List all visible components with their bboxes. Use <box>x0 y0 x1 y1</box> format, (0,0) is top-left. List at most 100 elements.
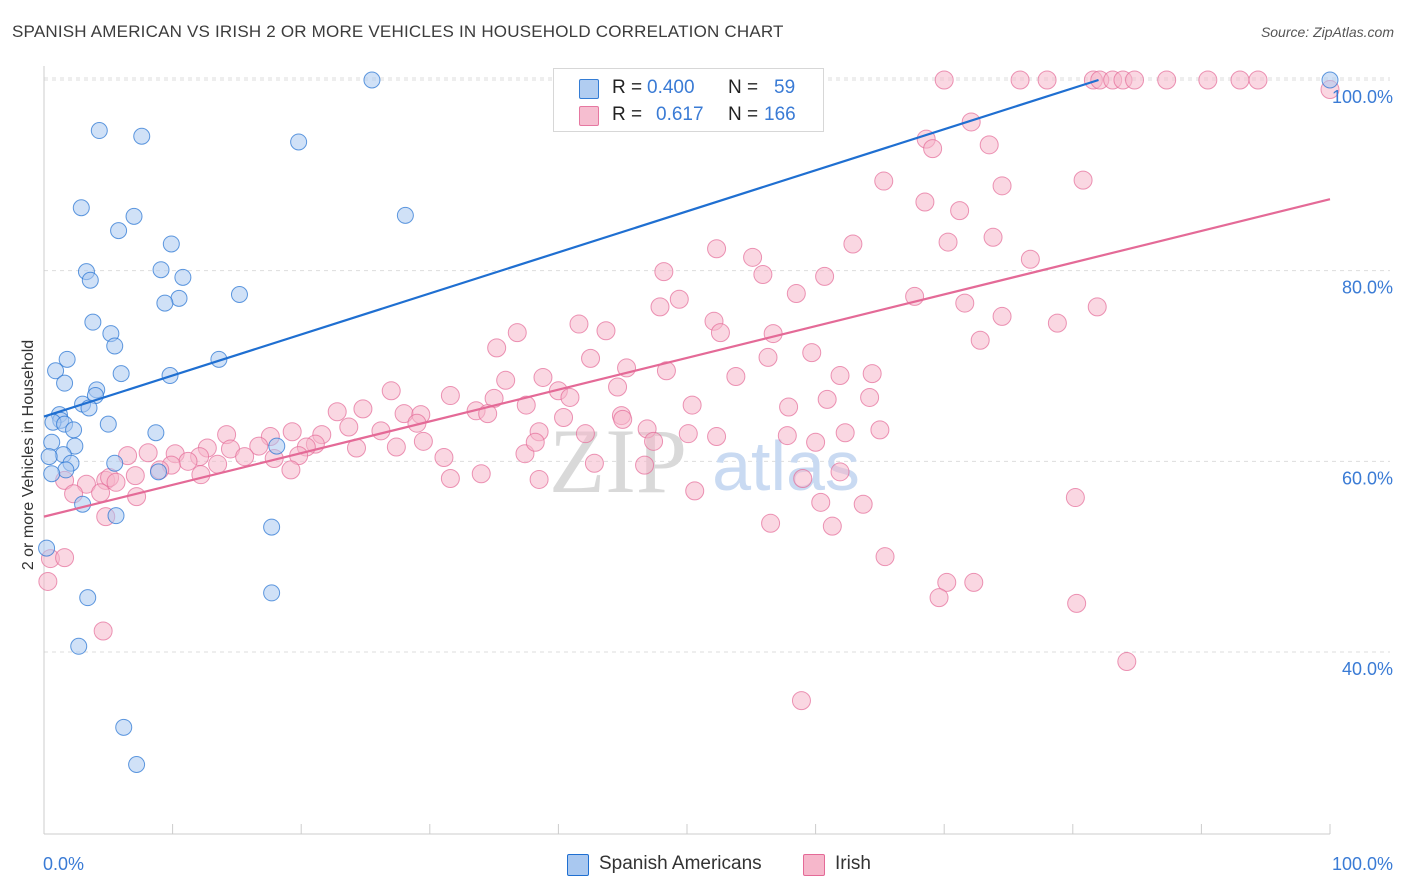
data-point <box>90 122 108 140</box>
data-point <box>554 407 574 427</box>
legend-r-value: 0.617 <box>656 104 704 125</box>
data-point <box>650 297 670 317</box>
data-point <box>822 516 842 536</box>
data-point <box>1037 70 1057 90</box>
data-point <box>786 284 806 304</box>
data-point <box>249 436 269 456</box>
data-point <box>174 268 192 286</box>
data-point <box>434 448 454 468</box>
y-tick-label: 60.0% <box>1342 468 1393 488</box>
data-point <box>413 431 433 451</box>
data-point <box>170 289 188 307</box>
data-point <box>263 518 281 536</box>
legend-r-label: R = <box>612 104 643 125</box>
data-point <box>230 286 248 303</box>
data-point <box>793 468 813 488</box>
data-point <box>263 584 281 602</box>
data-point <box>915 192 935 212</box>
data-point <box>575 424 595 444</box>
legend-n-value: 166 <box>764 104 796 125</box>
x-tick-label: 100.0% <box>1332 854 1393 874</box>
irish-points <box>38 70 1340 711</box>
data-point <box>678 424 698 444</box>
data-point <box>569 314 589 334</box>
data-point <box>91 483 111 503</box>
data-point <box>118 446 138 466</box>
data-point <box>440 386 460 406</box>
data-point <box>964 572 984 592</box>
data-point <box>76 474 96 494</box>
data-point <box>152 261 170 279</box>
data-point <box>1117 652 1137 672</box>
data-point <box>581 348 601 368</box>
data-point <box>1073 170 1093 190</box>
data-point <box>74 495 92 513</box>
data-point <box>1067 593 1087 613</box>
data-point <box>79 589 97 607</box>
data-point <box>282 422 302 442</box>
data-point <box>58 350 76 368</box>
data-point <box>235 447 255 467</box>
data-point <box>934 70 954 90</box>
data-point <box>875 547 895 567</box>
data-point <box>208 454 228 474</box>
data-point <box>363 71 381 89</box>
data-point <box>937 572 957 592</box>
data-point <box>726 366 746 386</box>
data-point <box>860 387 880 407</box>
data-point <box>516 395 536 415</box>
data-point <box>65 421 83 439</box>
data-point <box>1198 70 1218 90</box>
data-point <box>381 381 401 401</box>
data-point <box>147 424 165 442</box>
chart-title: SPANISH AMERICAN VS IRISH 2 OR MORE VEHI… <box>12 22 784 41</box>
data-point <box>1010 70 1030 90</box>
data-point <box>669 289 689 309</box>
data-point <box>327 402 347 422</box>
legend-swatch-blue <box>579 79 599 99</box>
legend-r-value: 0.400 <box>647 77 695 98</box>
data-point <box>779 397 799 417</box>
legend-row-spanish-americans: R = 0.400 N = 59 <box>554 74 823 102</box>
legend-swatch-pink <box>803 854 825 876</box>
data-point <box>162 235 180 253</box>
data-point <box>970 330 990 350</box>
data-point <box>654 262 674 282</box>
trend-line-irish <box>43 198 1331 518</box>
tick-labels: 40.0% 60.0% 80.0% 100.0% 0.0% 100.0% <box>43 87 1393 874</box>
data-point <box>125 466 145 486</box>
trend-line-spanish-americans <box>43 78 1099 418</box>
data-point <box>961 112 981 132</box>
y-tick-label: 100.0% <box>1332 87 1393 107</box>
data-point <box>830 366 850 386</box>
data-point <box>66 437 84 455</box>
data-point <box>84 313 102 331</box>
data-point <box>874 171 894 191</box>
data-point <box>743 247 763 267</box>
data-point <box>57 461 75 479</box>
data-point <box>811 492 831 512</box>
data-point <box>191 465 211 485</box>
data-point <box>507 323 527 343</box>
data-point <box>1087 297 1107 317</box>
data-point <box>487 338 507 358</box>
data-point <box>983 227 1003 247</box>
data-point <box>777 426 797 446</box>
data-point <box>870 420 890 440</box>
legend-swatch-pink <box>579 106 599 126</box>
data-point <box>106 337 124 355</box>
data-point <box>608 377 628 397</box>
data-point <box>979 135 999 155</box>
y-axis-label: 2 or more Vehicles in Household <box>20 339 37 571</box>
data-point <box>533 367 553 387</box>
chart-source: Source: ZipAtlas.com <box>1260 24 1394 40</box>
data-point <box>38 539 56 557</box>
data-point <box>149 463 167 481</box>
data-point <box>758 347 778 367</box>
data-point <box>644 431 664 451</box>
legend-r-label: R = <box>612 77 643 98</box>
data-point <box>584 453 604 473</box>
data-point <box>707 239 727 259</box>
data-point <box>110 222 128 240</box>
data-point <box>107 507 125 525</box>
